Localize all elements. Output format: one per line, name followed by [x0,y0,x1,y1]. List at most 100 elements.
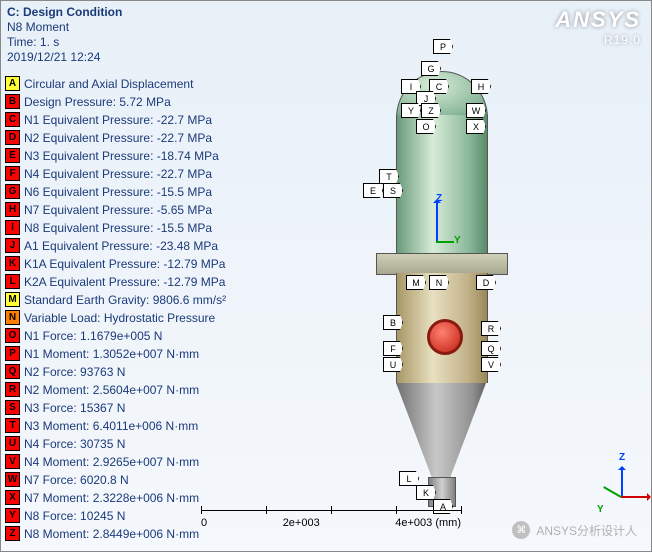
timestamp: 2019/12/21 12:24 [7,50,122,65]
time-step: Time: 1. s [7,35,122,50]
legend-swatch: W [5,472,20,487]
callout-Z[interactable]: Z [421,103,441,118]
legend-swatch: B [5,94,20,109]
load-name: N8 Moment [7,20,122,35]
legend-row[interactable]: YN8 Force: 10245 N [5,507,226,524]
callout-P[interactable]: P [433,39,453,54]
legend-swatch: N [5,310,20,325]
legend-swatch: E [5,148,20,163]
legend-row[interactable]: QN2 Force: 93763 N [5,363,226,380]
brand-version: R19.0 [555,33,641,47]
callout-G[interactable]: G [421,61,441,76]
legend-row[interactable]: K K1A Equivalent Pressure: -12.79 MPa [5,255,226,272]
legend-row[interactable]: ON1 Force: 1.1679e+005 N [5,327,226,344]
legend-swatch: O [5,328,20,343]
callout-V[interactable]: V [481,357,501,372]
vessel-upper-shell [396,115,488,255]
callout-X[interactable]: X [466,119,486,134]
legend-row[interactable]: VN4 Moment: 2.9265e+007 N·mm [5,453,226,470]
callout-Y[interactable]: Y [401,103,421,118]
legend-swatch: D [5,130,20,145]
callout-L[interactable]: L [399,471,419,486]
legend-swatch: Y [5,508,20,523]
legend-row[interactable]: FN4 Equivalent Pressure: -22.7 MPa [5,165,226,182]
legend-row[interactable]: J A1 Equivalent Pressure: -23.48 MPa [5,237,226,254]
callout-M[interactable]: M [406,275,426,290]
legend-label: N4 Equivalent Pressure: -22.7 MPa [24,167,212,181]
legend-label: Circular and Axial Displacement [24,77,193,91]
legend-row[interactable]: RN2 Moment: 2.5604e+007 N·mm [5,381,226,398]
callout-K[interactable]: K [416,485,436,500]
callout-F[interactable]: F [383,341,403,356]
corner-axis-z [621,468,623,496]
legend-label: N1 Moment: 1.3052e+007 N·mm [24,347,199,361]
callout-W[interactable]: W [466,103,486,118]
legend-label: A1 Equivalent Pressure: -23.48 MPa [24,239,218,253]
callout-D[interactable]: D [476,275,496,290]
corner-axis-y [603,486,621,498]
legend-row[interactable]: XN7 Moment: 2.3228e+006 N·mm [5,489,226,506]
wechat-icon: ⌘ [512,521,530,539]
callout-R[interactable]: R [481,321,501,336]
legend-row[interactable]: L K2A Equivalent Pressure: -12.79 MPa [5,273,226,290]
vessel-nozzle-port [427,319,463,355]
legend-row[interactable]: B Design Pressure: 5.72 MPa [5,93,226,110]
brand-name: ANSYS [555,7,641,33]
legend-swatch: K [5,256,20,271]
legend-row[interactable]: T N3 Moment: 6.4011e+006 N·mm [5,417,226,434]
callout-T[interactable]: T [379,169,399,184]
model-3d-view[interactable]: Z Y PGICHJYZWOXTESMNDBRFUQVLKA [321,31,551,531]
legend-row[interactable]: CN1 Equivalent Pressure: -22.7 MPa [5,111,226,128]
legend-label: N8 Moment: 2.8449e+006 N·mm [24,527,199,541]
callout-H[interactable]: H [471,79,491,94]
legend-row[interactable]: H N7 Equivalent Pressure: -5.65 MPa [5,201,226,218]
legend-label: K2A Equivalent Pressure: -12.79 MPa [24,275,225,289]
callout-E[interactable]: E [363,183,383,198]
callout-N[interactable]: N [429,275,449,290]
legend-label: K1A Equivalent Pressure: -12.79 MPa [24,257,225,271]
legend-row[interactable]: GN6 Equivalent Pressure: -15.5 MPa [5,183,226,200]
callout-Q[interactable]: Q [481,341,501,356]
legend-label: Standard Earth Gravity: 9806.6 mm/s² [24,293,226,307]
legend-row[interactable]: IN8 Equivalent Pressure: -15.5 MPa [5,219,226,236]
legend-row[interactable]: E N3 Equivalent Pressure: -18.74 MPa [5,147,226,164]
legend-row[interactable]: WN7 Force: 6020.8 N [5,471,226,488]
callout-B[interactable]: B [383,315,403,330]
legend-swatch: G [5,184,20,199]
legend-label: N7 Moment: 2.3228e+006 N·mm [24,491,199,505]
callout-S[interactable]: S [383,183,403,198]
legend-row[interactable]: DN2 Equivalent Pressure: -22.7 MPa [5,129,226,146]
title-block: C: Design Condition N8 Moment Time: 1. s… [7,5,122,65]
callout-O[interactable]: O [416,119,436,134]
legend-swatch: C [5,112,20,127]
legend-swatch: J [5,238,20,253]
scale-tick-1: 2e+003 [283,517,320,529]
axis-z-label: Z [436,193,442,204]
legend-label: N7 Equivalent Pressure: -5.65 MPa [24,203,212,217]
legend-label: N8 Equivalent Pressure: -15.5 MPa [24,221,212,235]
legend-swatch: H [5,202,20,217]
legend-row[interactable]: ZN8 Moment: 2.8449e+006 N·mm [5,525,226,542]
legend-row[interactable]: PN1 Moment: 1.3052e+007 N·mm [5,345,226,362]
legend-label: N4 Moment: 2.9265e+007 N·mm [24,455,199,469]
axis-y-label: Y [454,235,461,246]
legend-row[interactable]: SN3 Force: 15367 N [5,399,226,416]
ansys-viewport[interactable]: C: Design Condition N8 Moment Time: 1. s… [0,0,652,552]
legend-label: N3 Moment: 6.4011e+006 N·mm [24,419,198,433]
legend-label: N3 Equivalent Pressure: -18.74 MPa [24,149,219,163]
legend-swatch: Q [5,364,20,379]
legend-row[interactable]: UN4 Force: 30735 N [5,435,226,452]
scale-tick-0: 0 [201,517,207,529]
callout-U[interactable]: U [383,357,403,372]
legend-row[interactable]: ACircular and Axial Displacement [5,75,226,92]
legend-swatch: L [5,274,20,289]
legend-row[interactable]: NVariable Load: Hydrostatic Pressure [5,309,226,326]
legend-swatch: M [5,292,20,307]
axis-y-arrow [436,241,454,243]
axis-z-arrow [436,201,438,241]
legend-row[interactable]: M Standard Earth Gravity: 9806.6 mm/s² [5,291,226,308]
analysis-system-name: C: Design Condition [7,5,122,20]
legend-label: N3 Force: 15367 N [24,401,125,415]
legend-label: Design Pressure: 5.72 MPa [24,95,171,109]
legend-swatch: T [5,418,20,433]
